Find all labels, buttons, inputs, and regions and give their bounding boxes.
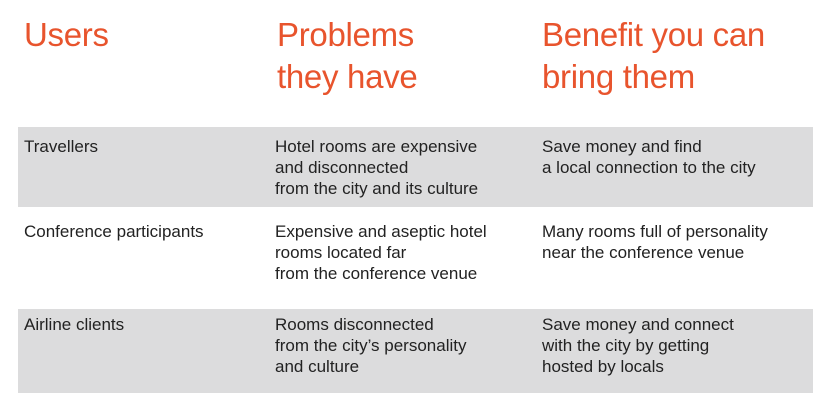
problem-line: from the city and its culture bbox=[275, 179, 479, 198]
benefit-line: hosted by locals bbox=[542, 357, 664, 376]
header-problems-line-2: they have bbox=[277, 58, 418, 95]
header-users-line: Users bbox=[24, 16, 109, 53]
header-benefit: Benefit you can bring them bbox=[542, 14, 765, 98]
table-row-conference-participants: Conference participants Expensive and as… bbox=[18, 212, 813, 302]
benefit-line: with the city by getting bbox=[542, 336, 710, 355]
problem-line: Expensive and aseptic hotel bbox=[275, 222, 487, 241]
user-cell: Airline clients bbox=[24, 314, 124, 335]
problem-line: rooms located far bbox=[275, 243, 407, 262]
header-problems-line-1: Problems bbox=[277, 16, 414, 53]
problem-line: and culture bbox=[275, 357, 360, 376]
header-benefit-line-2: bring them bbox=[542, 58, 695, 95]
problem-cell: Hotel rooms are expensive and disconnect… bbox=[275, 136, 478, 199]
header-benefit-line-1: Benefit you can bbox=[542, 16, 765, 53]
problem-cell: Expensive and aseptic hotel rooms locate… bbox=[275, 221, 487, 284]
user-cell: Travellers bbox=[24, 136, 98, 157]
problem-line: Rooms disconnected bbox=[275, 315, 434, 334]
benefit-cell: Many rooms full of personality near the … bbox=[542, 221, 768, 263]
benefit-line: Save money and connect bbox=[542, 315, 734, 334]
benefit-line: Save money and find bbox=[542, 137, 702, 156]
table-row-travellers: Travellers Hotel rooms are expensive and… bbox=[18, 127, 813, 207]
problem-cell: Rooms disconnected from the city’s perso… bbox=[275, 314, 466, 377]
user-label: Travellers bbox=[24, 137, 98, 156]
header-problems: Problems they have bbox=[277, 14, 418, 98]
problem-line: and disconnected bbox=[275, 158, 409, 177]
problem-line: from the city’s personality bbox=[275, 336, 467, 355]
user-label: Conference participants bbox=[24, 222, 204, 241]
user-cell: Conference participants bbox=[24, 221, 204, 242]
benefit-line: a local connection to the city bbox=[542, 158, 756, 177]
user-label: Airline clients bbox=[24, 315, 125, 334]
benefit-cell: Save money and connect with the city by … bbox=[542, 314, 734, 377]
table-row-airline-clients: Airline clients Rooms disconnected from … bbox=[18, 309, 813, 393]
benefit-line: near the conference venue bbox=[542, 243, 745, 262]
benefit-line: Many rooms full of personality bbox=[542, 222, 768, 241]
header-users: Users bbox=[24, 14, 109, 56]
problem-line: from the conference venue bbox=[275, 264, 478, 283]
benefit-cell: Save money and find a local connection t… bbox=[542, 136, 756, 178]
problem-line: Hotel rooms are expensive bbox=[275, 137, 478, 156]
